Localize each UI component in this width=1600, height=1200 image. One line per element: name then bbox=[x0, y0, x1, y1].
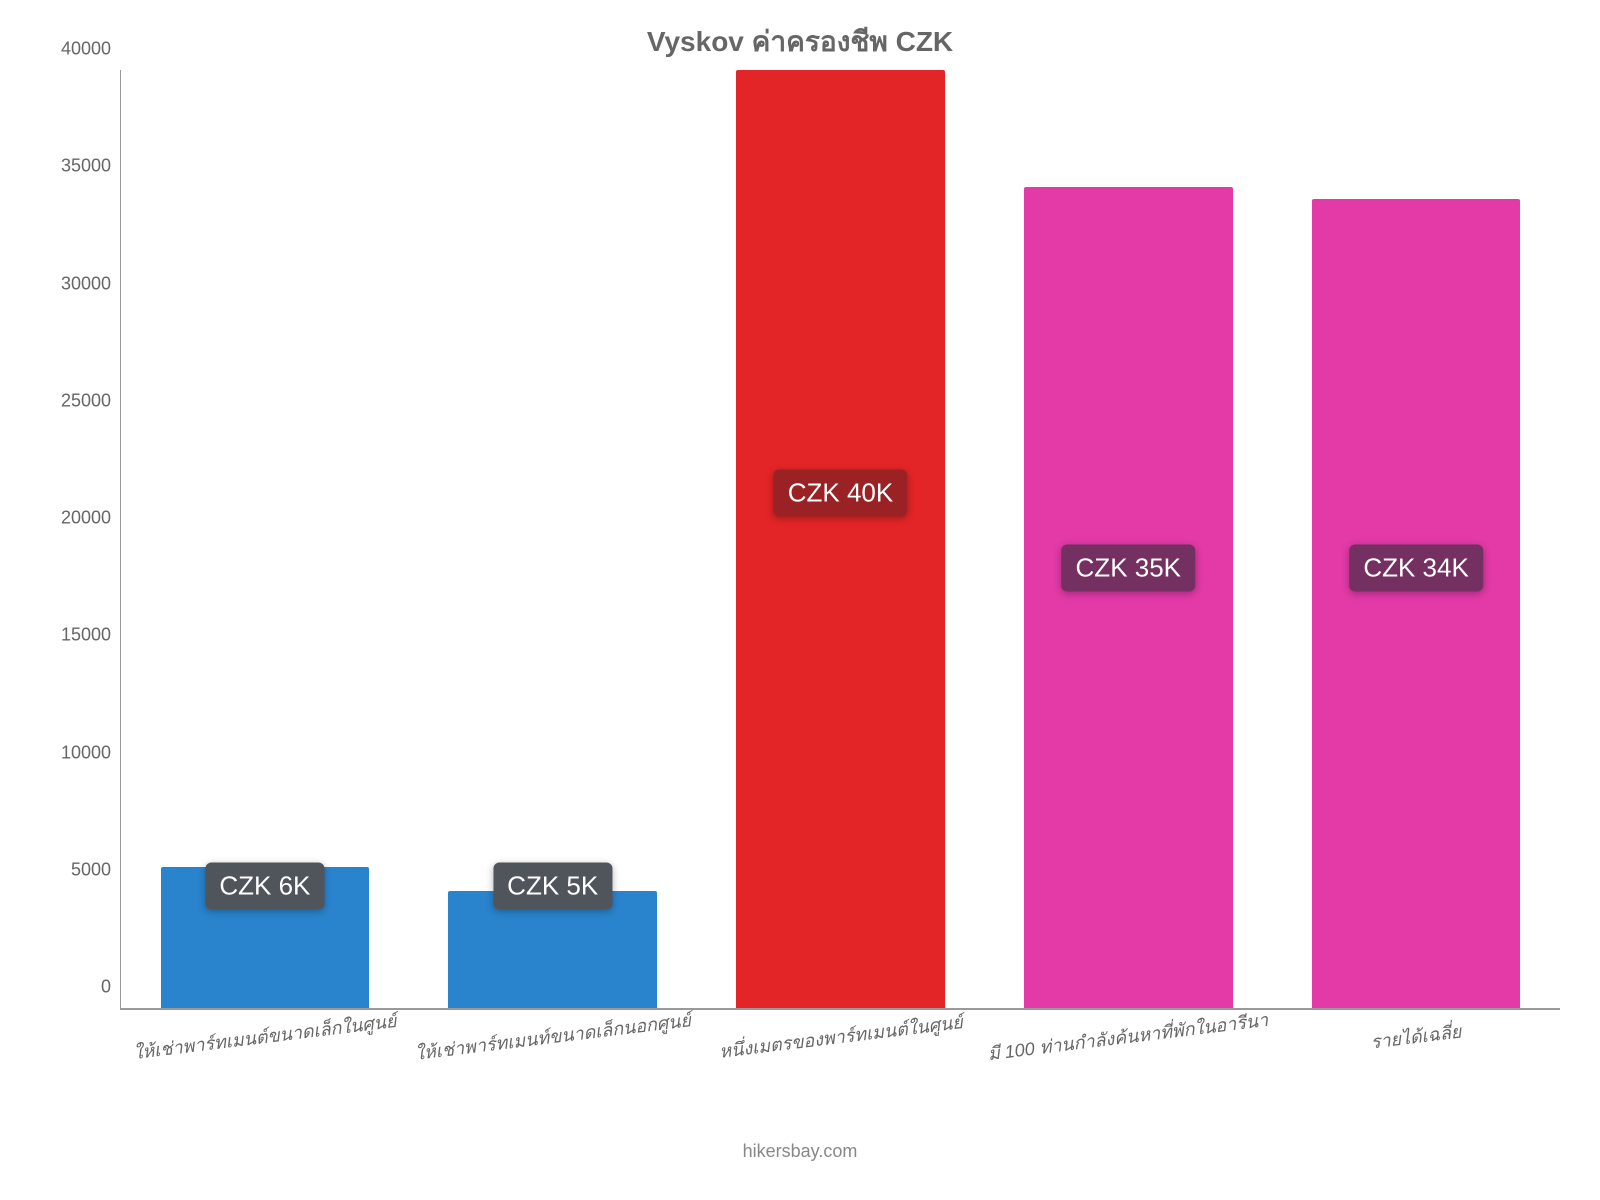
bars-row: CZK 6K CZK 5K CZK 40K CZK 35K CZK 34K bbox=[121, 70, 1560, 1008]
x-axis-label: ให้เช่าพาร์ทเมนต์ขนาดเล็กในศูนย์ bbox=[120, 1005, 409, 1069]
bar: CZK 5K bbox=[448, 891, 657, 1008]
y-tick-label: 10000 bbox=[61, 742, 111, 763]
x-axis-label: หนึ่งเมตรของพาร์ทเมนต์ในศูนย์ bbox=[696, 1005, 985, 1069]
bar: CZK 35K bbox=[1024, 187, 1233, 1008]
y-tick-label: 35000 bbox=[61, 156, 111, 177]
value-badge: CZK 5K bbox=[493, 863, 612, 910]
y-tick-label: 0 bbox=[101, 977, 111, 998]
x-axis-label: ให้เช่าพาร์ทเมนท์ขนาดเล็กนอกศูนย์ bbox=[408, 1005, 697, 1069]
x-labels-row: ให้เช่าพาร์ทเมนต์ขนาดเล็กในศูนย์ให้เช่าพ… bbox=[121, 1008, 1560, 1051]
value-badge: CZK 35K bbox=[1062, 544, 1196, 591]
x-axis-label: มี 100 ท่านกำลังค้นหาที่พักในอารีนา bbox=[984, 1005, 1273, 1069]
chart-title: Vyskov ค่าครองชีพ CZK bbox=[0, 20, 1600, 64]
x-axis-label: รายได้เฉลี่ย bbox=[1271, 1005, 1560, 1069]
y-tick-label: 15000 bbox=[61, 625, 111, 646]
value-badge: CZK 40K bbox=[774, 470, 908, 517]
bar: CZK 6K bbox=[161, 867, 370, 1008]
bar: CZK 34K bbox=[1312, 199, 1521, 1008]
value-badge: CZK 34K bbox=[1349, 544, 1483, 591]
y-tick-label: 25000 bbox=[61, 390, 111, 411]
attribution-text: hikersbay.com bbox=[0, 1141, 1600, 1162]
y-tick-label: 20000 bbox=[61, 508, 111, 529]
plot-area: 0500010000150002000025000300003500040000… bbox=[120, 70, 1560, 1010]
y-tick-label: 5000 bbox=[71, 859, 111, 880]
y-tick-label: 40000 bbox=[61, 39, 111, 60]
y-tick-label: 30000 bbox=[61, 273, 111, 294]
bar: CZK 40K bbox=[736, 70, 945, 1008]
value-badge: CZK 6K bbox=[205, 863, 324, 910]
chart-container: Vyskov ค่าครองชีพ CZK 050001000015000200… bbox=[0, 0, 1600, 1200]
